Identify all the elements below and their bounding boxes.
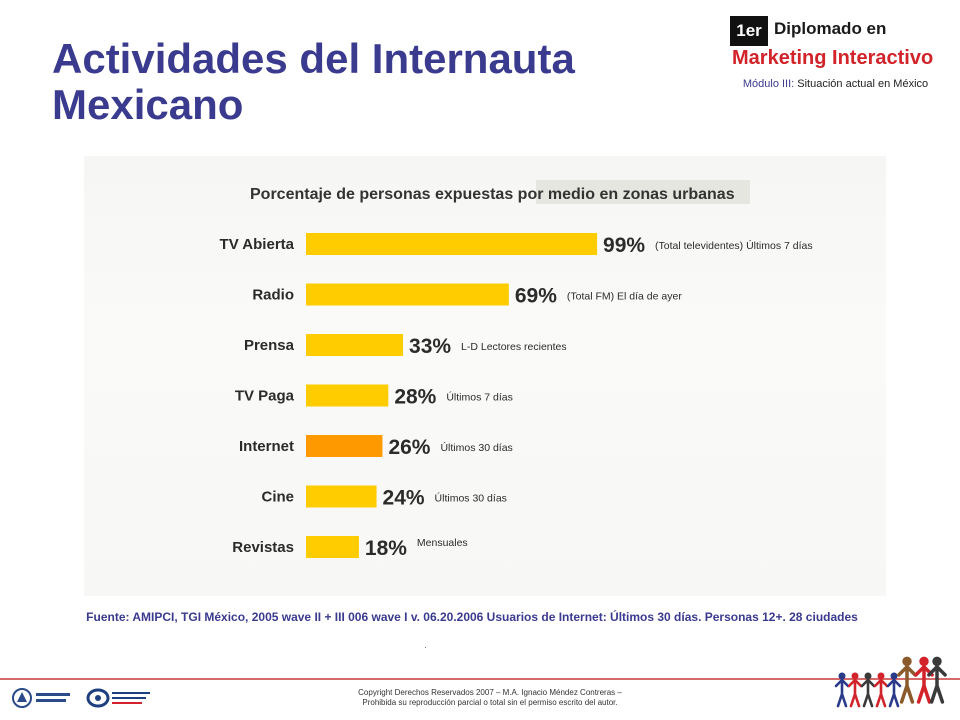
category-label: Revistas (232, 539, 294, 556)
annotation-label: Últimos 30 días (435, 492, 507, 505)
module-label: Módulo III: (742, 78, 795, 90)
bar (306, 384, 389, 407)
value-label: 33% (409, 335, 451, 358)
person-icon (864, 672, 872, 680)
iab-pupil (95, 695, 101, 701)
value-label: 69% (515, 285, 557, 308)
person-body (914, 664, 934, 704)
tec-text-block (36, 693, 70, 696)
annotation-label: Últimos 30 días (440, 441, 512, 454)
person-body (873, 678, 889, 708)
chart-panel: Porcentaje de personas expuestas por med… (84, 156, 886, 596)
iab-text-block-3 (112, 702, 142, 704)
person-body (847, 678, 863, 708)
bar (306, 435, 383, 457)
dot-marker: · (424, 642, 427, 652)
slide-title-line1: Actividades del Internauta (52, 35, 575, 82)
annotation-label: (Total FM) El día de ayer (567, 291, 682, 303)
copyright-line2: Prohibida su reproducción parcial o tota… (362, 698, 618, 707)
logo-badge: 1er (730, 16, 768, 46)
chart-title: Porcentaje de personas expuestas por med… (250, 186, 735, 203)
slide-title-line2: Mexicano (52, 81, 244, 128)
module-text: Situación actual en México (797, 78, 929, 90)
value-label: 99% (603, 234, 645, 257)
category-label: Prensa (244, 337, 295, 354)
iab-text-block (112, 692, 150, 694)
category-label: Radio (252, 287, 294, 304)
value-label: 26% (388, 436, 430, 459)
person-icon (877, 672, 885, 680)
bars-layer: TV Abierta 99% (Total televidentes) Último… (220, 233, 813, 560)
bar (306, 283, 509, 306)
person-body (860, 678, 876, 708)
copyright: Copyright Derechos Reservados 2007 – M.A… (300, 688, 680, 708)
tec-emblem (12, 688, 32, 708)
person-body (927, 664, 947, 704)
people-logo (834, 656, 947, 708)
slide-title: Actividades del Internauta Mexicano (52, 36, 672, 128)
value-label: 28% (394, 386, 436, 409)
copyright-line1: Copyright Derechos Reservados 2007 – M.A… (358, 688, 622, 697)
iab-eye-icon (86, 688, 110, 708)
annotation-label: (Total televidentes) Últimos 7 días (655, 239, 813, 252)
tec-emblem-mark (17, 692, 27, 702)
person-icon (902, 656, 912, 667)
people-figures (834, 656, 947, 708)
chart-title-highlight (536, 180, 750, 204)
person-icon (932, 656, 942, 667)
bar (306, 233, 598, 255)
logo-line1: Diplomado en (774, 19, 887, 38)
person-icon (851, 672, 859, 680)
person-body (834, 678, 850, 708)
category-label: TV Paga (235, 388, 295, 405)
category-label: Cine (261, 489, 294, 506)
annotation-label: Últimos 7 días (446, 391, 513, 404)
person-icon (890, 672, 898, 680)
value-label: 24% (383, 487, 425, 510)
annotation-label: L-D Lectores recientes (461, 341, 567, 353)
person-body (886, 678, 902, 708)
diplomado-logo: 1er Diplomado en Marketing Interactivo M… (728, 16, 943, 96)
person-body (897, 664, 917, 704)
logo-line2: Marketing Interactivo (732, 47, 934, 69)
bar-chart: Porcentaje de personas expuestas por med… (220, 180, 813, 560)
iab-logo (86, 688, 150, 708)
bar (306, 485, 377, 508)
bar (306, 536, 359, 558)
module-caption: Módulo III: Situación actual en México (728, 78, 943, 91)
footer-rule (0, 678, 960, 680)
bar (306, 334, 404, 356)
person-icon (838, 672, 846, 680)
tec-text-block-2 (36, 699, 66, 702)
annotation-label: Mensuales (417, 537, 468, 549)
iab-text-block-2 (112, 697, 146, 699)
category-label: TV Abierta (220, 236, 295, 253)
person-icon (919, 656, 929, 667)
source-note: Fuente: AMIPCI, TGI México, 2005 wave II… (86, 610, 858, 624)
tec-logo (12, 688, 70, 708)
category-label: Internet (239, 438, 294, 455)
value-label: 18% (365, 537, 407, 560)
